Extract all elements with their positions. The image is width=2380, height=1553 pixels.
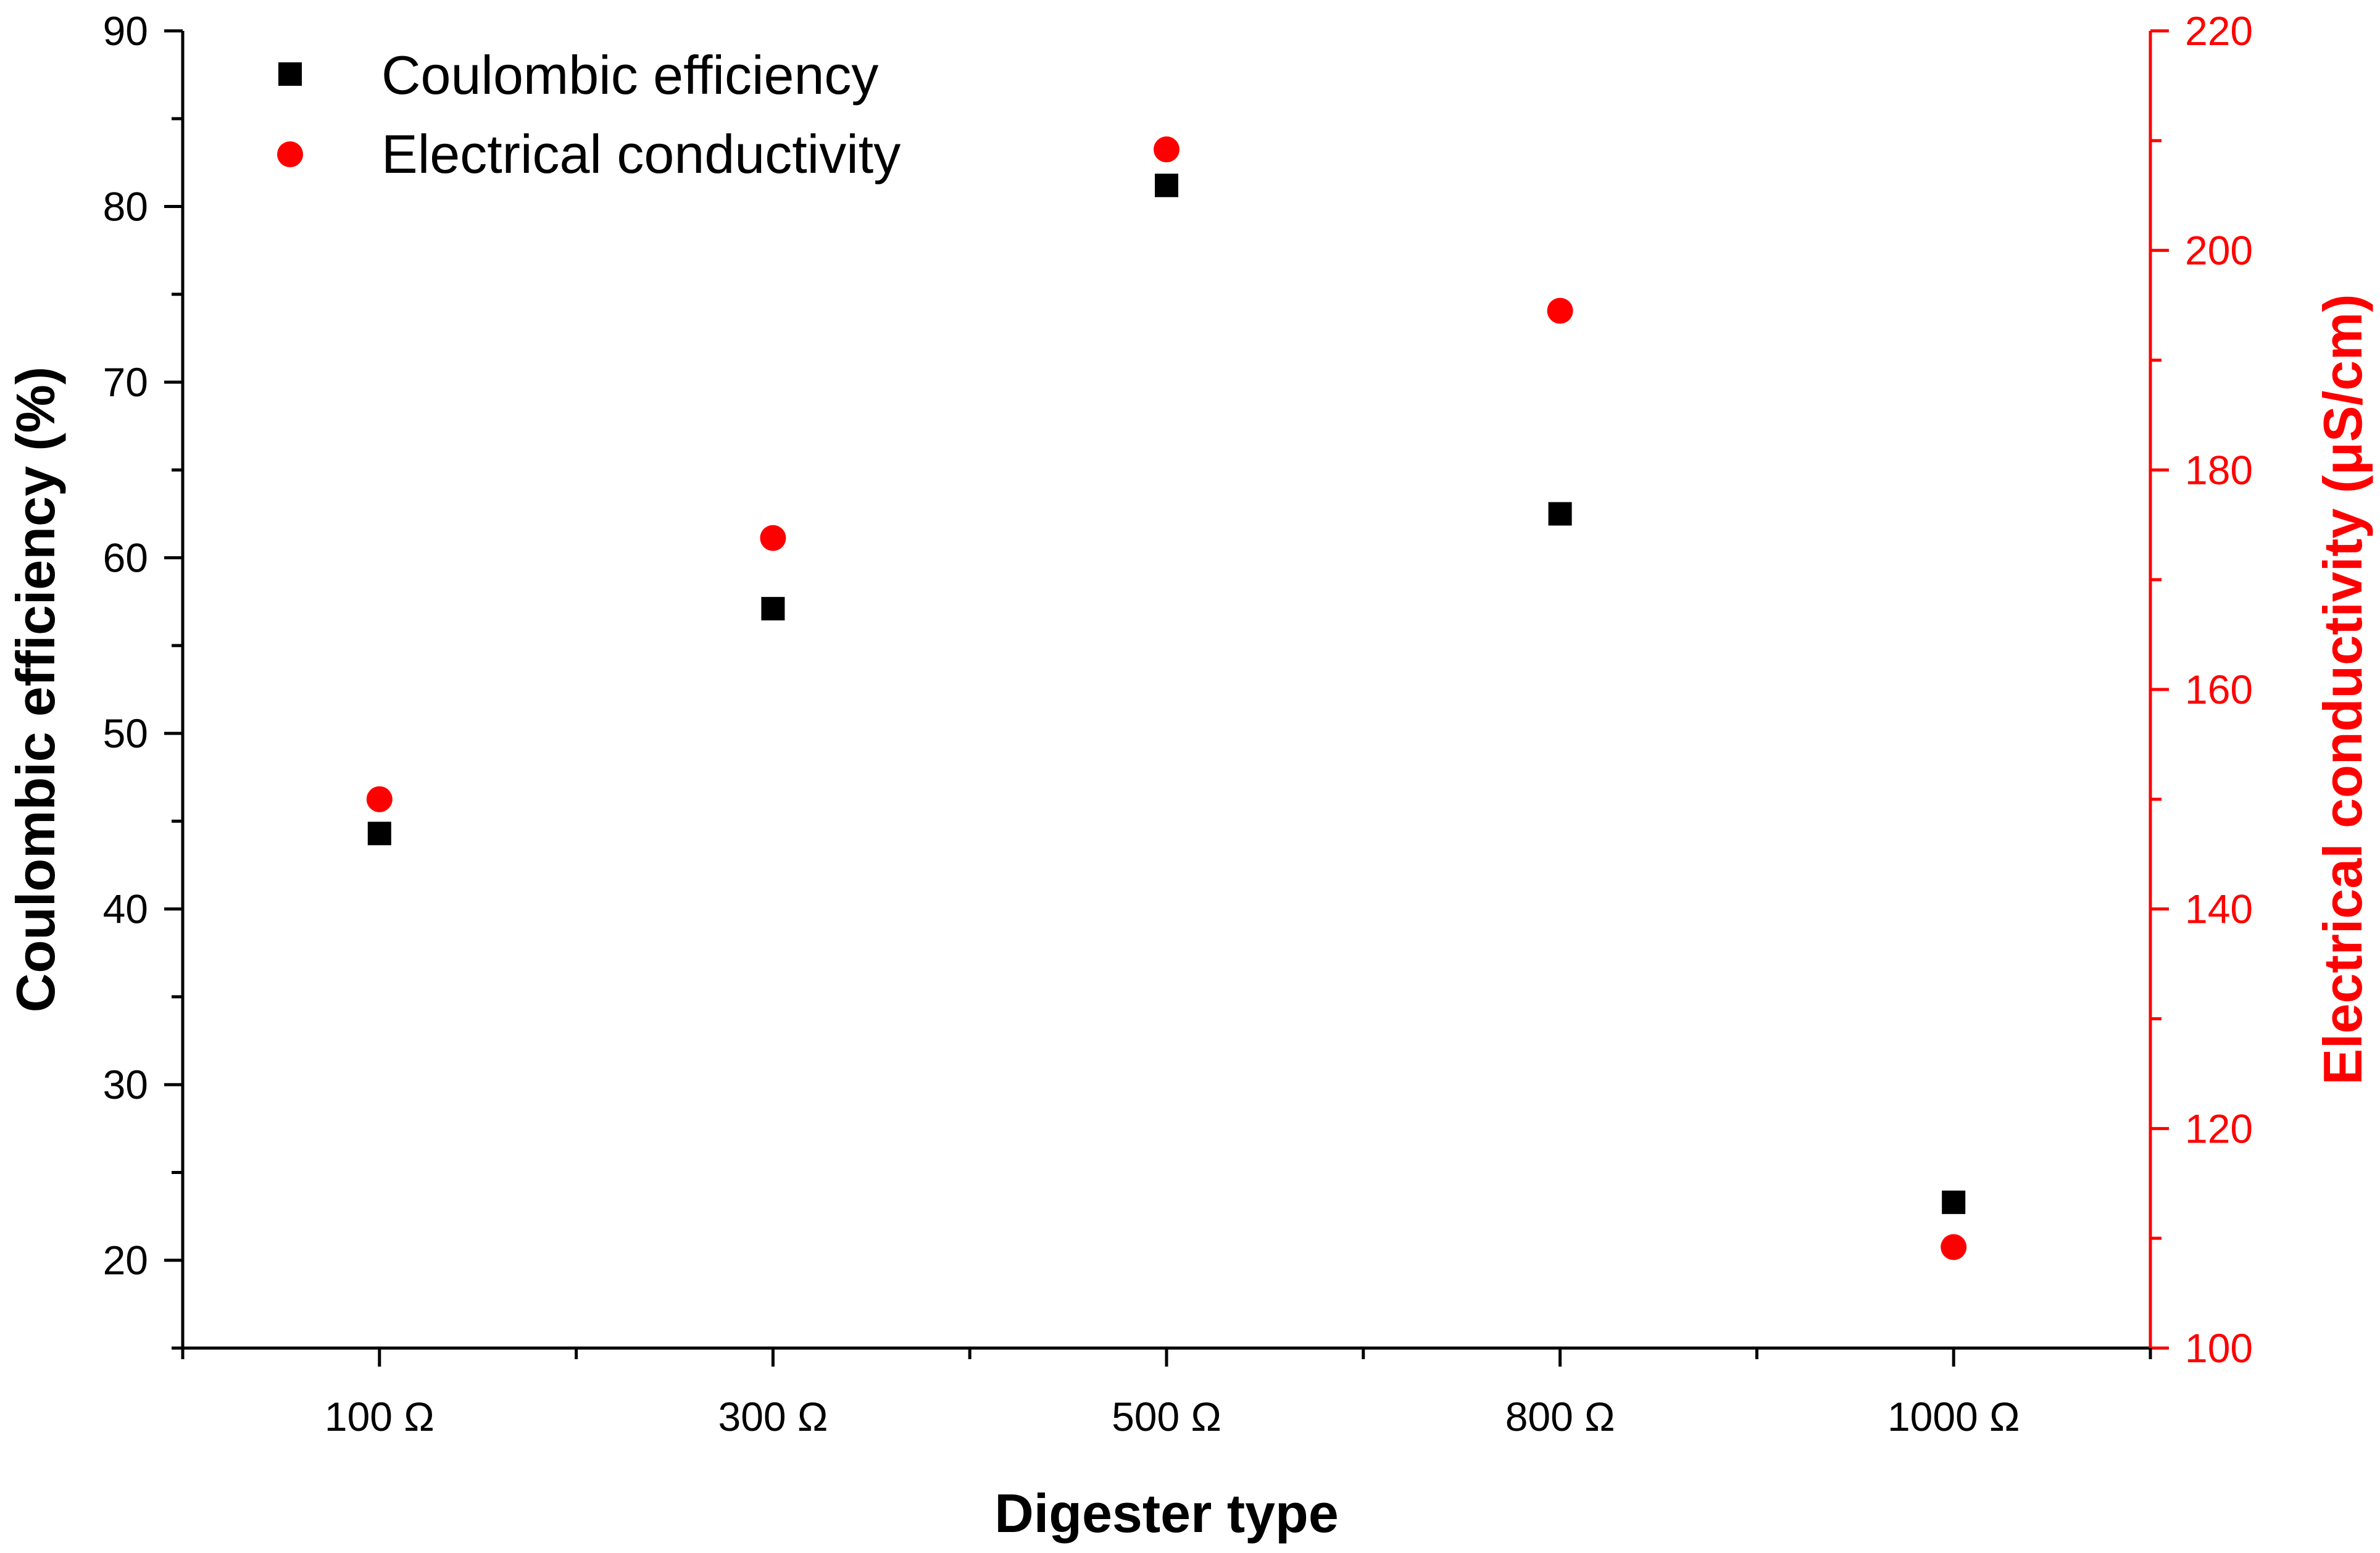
- right-axis-ticks: 100 120 140 160 180 200 220: [2150, 8, 2253, 1371]
- right-axis-tick-label: 160: [2185, 667, 2253, 712]
- left-axis-tick-label: 20: [103, 1238, 148, 1283]
- data-marks: [366, 136, 1967, 1260]
- left-axis-ticks: 20 30 40 50 60 70 80 90: [103, 8, 183, 1350]
- legend-marker-square: [278, 62, 302, 86]
- right-axis-tick-label: 100: [2185, 1325, 2253, 1371]
- x-axis-tick-label: 1000 Ω: [1887, 1394, 2020, 1439]
- x-axis-title: Digester type: [994, 1483, 1339, 1544]
- coulombic-point: [367, 822, 391, 846]
- coulombic-point: [1155, 173, 1178, 198]
- x-axis-tick-label: 100 Ω: [325, 1394, 435, 1439]
- y-axis-title: Coulombic efficiency (%): [5, 367, 66, 1012]
- coulombic-point: [1942, 1190, 1966, 1214]
- y2-axis-title: Electrical conductivity (μS/cm): [2312, 294, 2373, 1085]
- x-axis-ticks: 100 Ω 300 Ω 500 Ω 800 Ω 1000 Ω: [181, 1348, 2152, 1439]
- x-axis-tick-label: 300 Ω: [718, 1394, 828, 1439]
- left-axis-tick-label: 80: [103, 184, 148, 230]
- left-axis-tick-label: 70: [103, 359, 148, 405]
- right-axis-tick-label: 180: [2185, 447, 2253, 493]
- right-axis-tick-label: 220: [2185, 8, 2253, 54]
- right-axis-tick-label: 200: [2185, 228, 2253, 273]
- conductivity-point: [1154, 136, 1180, 163]
- legend: Coulombic efficiency Electrical conducti…: [277, 44, 901, 185]
- right-axis-tick-label: 140: [2185, 886, 2253, 932]
- coulombic-point: [1548, 502, 1572, 526]
- conductivity-point: [1547, 298, 1573, 324]
- left-axis-tick-label: 90: [103, 8, 148, 54]
- left-axis-tick-label: 60: [103, 535, 148, 581]
- conductivity-point: [366, 786, 393, 812]
- x-axis-tick-label: 500 Ω: [1112, 1394, 1221, 1439]
- left-axis-tick-label: 50: [103, 710, 148, 756]
- legend-marker-circle: [277, 141, 303, 167]
- left-axis-tick-label: 30: [103, 1062, 148, 1107]
- right-axis-tick-label: 120: [2185, 1105, 2253, 1151]
- conductivity-point: [1941, 1234, 1967, 1260]
- conductivity-point: [760, 525, 786, 551]
- coulombic-point: [761, 597, 785, 621]
- legend-label-conductivity: Electrical conductivity: [381, 123, 901, 185]
- legend-label-coulombic: Coulombic efficiency: [381, 44, 878, 106]
- left-axis-tick-label: 40: [103, 886, 148, 932]
- x-axis-tick-label: 800 Ω: [1505, 1394, 1615, 1439]
